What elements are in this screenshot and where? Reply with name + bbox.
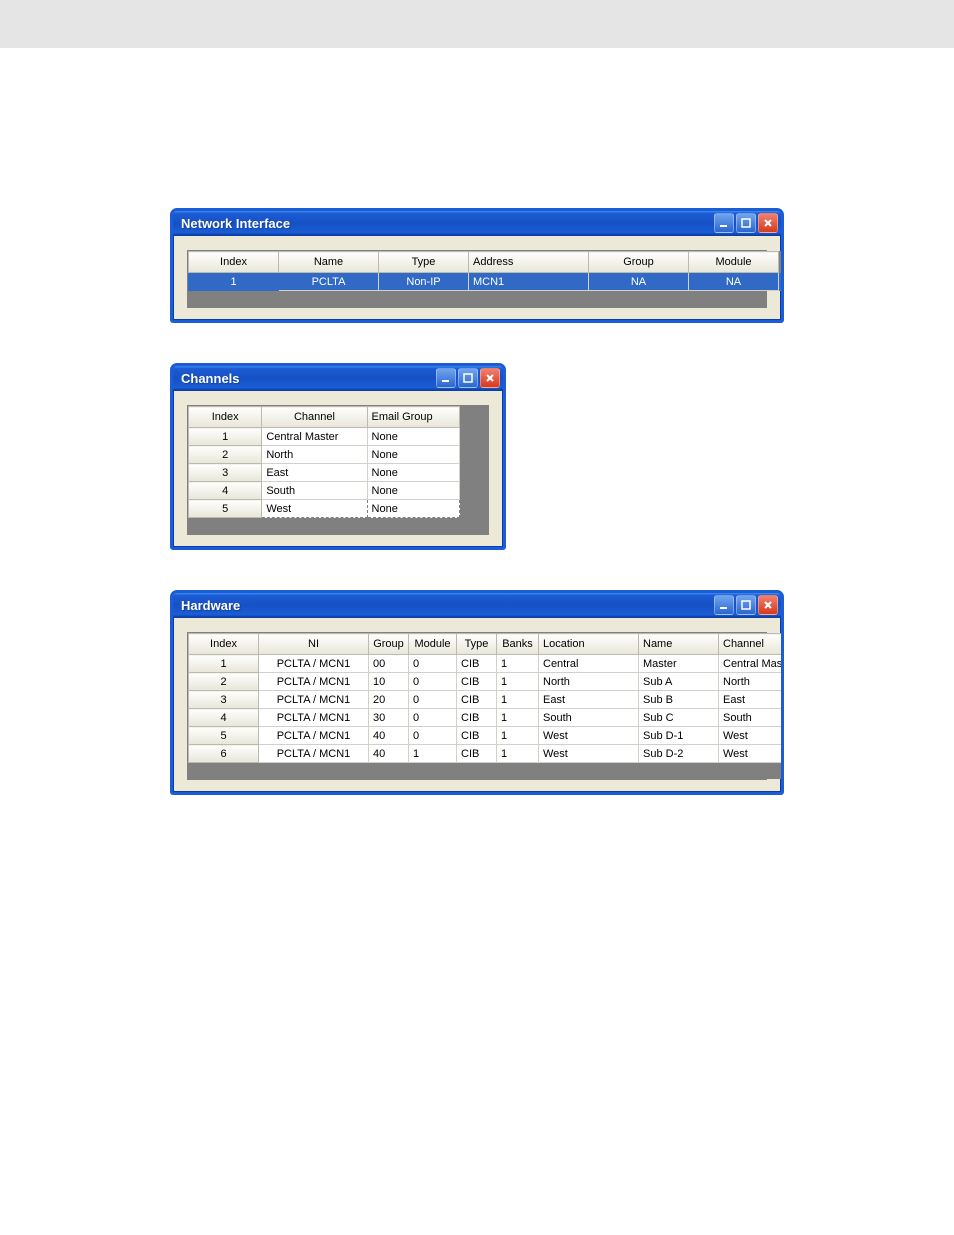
table-row[interactable]: 3PCLTA / MCN1200CIB1EastSub BEast xyxy=(189,691,785,709)
grid-footer xyxy=(188,518,460,534)
channels-window: Channels IndexChannelEmail Group 1Centra… xyxy=(170,363,506,550)
hardware-window: Hardware IndexNIGroupModuleTypeBanksLoca… xyxy=(170,590,784,795)
table-row[interactable]: 2NorthNone xyxy=(189,446,460,464)
close-icon[interactable] xyxy=(480,368,500,388)
table-row[interactable]: 4SouthNone xyxy=(189,482,460,500)
minimize-icon[interactable] xyxy=(714,595,734,615)
close-icon[interactable] xyxy=(758,595,778,615)
column-header[interactable]: Group xyxy=(589,252,689,273)
column-header[interactable]: Location xyxy=(539,634,639,655)
column-header[interactable]: Type xyxy=(379,252,469,273)
table-row[interactable]: 5WestNone xyxy=(189,500,460,518)
network-interface-table[interactable]: IndexNameTypeAddressGroupModule 1PCLTANo… xyxy=(188,251,784,291)
column-header[interactable]: Type xyxy=(457,634,497,655)
table-row[interactable]: 5PCLTA / MCN1400CIB1WestSub D-1West xyxy=(189,727,785,745)
column-header[interactable]: NI xyxy=(259,634,369,655)
column-header[interactable]: Channel xyxy=(262,407,367,428)
hardware-table[interactable]: IndexNIGroupModuleTypeBanksLocationNameC… xyxy=(188,633,784,763)
column-header[interactable]: Name xyxy=(279,252,379,273)
column-header[interactable]: Banks xyxy=(497,634,539,655)
table-row[interactable]: 1PCLTANon-IPMCN1NANA xyxy=(189,273,785,291)
titlebar[interactable]: Channels xyxy=(173,366,503,391)
titlebar[interactable]: Hardware xyxy=(173,593,781,618)
window-title: Hardware xyxy=(181,598,714,613)
column-header[interactable]: Index xyxy=(189,407,262,428)
column-header[interactable]: Index xyxy=(189,634,259,655)
titlebar[interactable]: Network Interface xyxy=(173,211,781,236)
grid-footer xyxy=(188,291,766,307)
table-row[interactable]: 4PCLTA / MCN1300CIB1SouthSub CSouth xyxy=(189,709,785,727)
column-header[interactable]: Email Group xyxy=(367,407,459,428)
maximize-icon[interactable] xyxy=(736,595,756,615)
table-row[interactable]: 3EastNone xyxy=(189,464,460,482)
column-header[interactable]: Channel xyxy=(719,634,785,655)
maximize-icon[interactable] xyxy=(736,213,756,233)
close-icon[interactable] xyxy=(758,213,778,233)
column-header[interactable]: Module xyxy=(689,252,779,273)
table-row[interactable]: 1Central MasterNone xyxy=(189,428,460,446)
table-row[interactable]: 2PCLTA / MCN1100CIB1NorthSub ANorth xyxy=(189,673,785,691)
channels-table[interactable]: IndexChannelEmail Group 1Central MasterN… xyxy=(188,406,460,518)
table-row[interactable]: 6PCLTA / MCN1401CIB1WestSub D-2West xyxy=(189,745,785,763)
scroll-gutter xyxy=(460,406,488,534)
table-row[interactable]: 1PCLTA / MCN1000CIB1CentralMasterCentral… xyxy=(189,655,785,673)
minimize-icon[interactable] xyxy=(436,368,456,388)
column-header[interactable]: Address xyxy=(469,252,589,273)
column-header[interactable]: Index xyxy=(189,252,279,273)
column-header[interactable]: Name xyxy=(639,634,719,655)
minimize-icon[interactable] xyxy=(714,213,734,233)
column-header[interactable]: Module xyxy=(409,634,457,655)
window-title: Network Interface xyxy=(181,216,714,231)
column-header[interactable]: Group xyxy=(369,634,409,655)
network-interface-window: Network Interface IndexNameTypeAddressGr… xyxy=(170,208,784,323)
grid-footer xyxy=(188,763,784,779)
window-title: Channels xyxy=(181,371,436,386)
maximize-icon[interactable] xyxy=(458,368,478,388)
page-top-bar xyxy=(0,0,954,48)
